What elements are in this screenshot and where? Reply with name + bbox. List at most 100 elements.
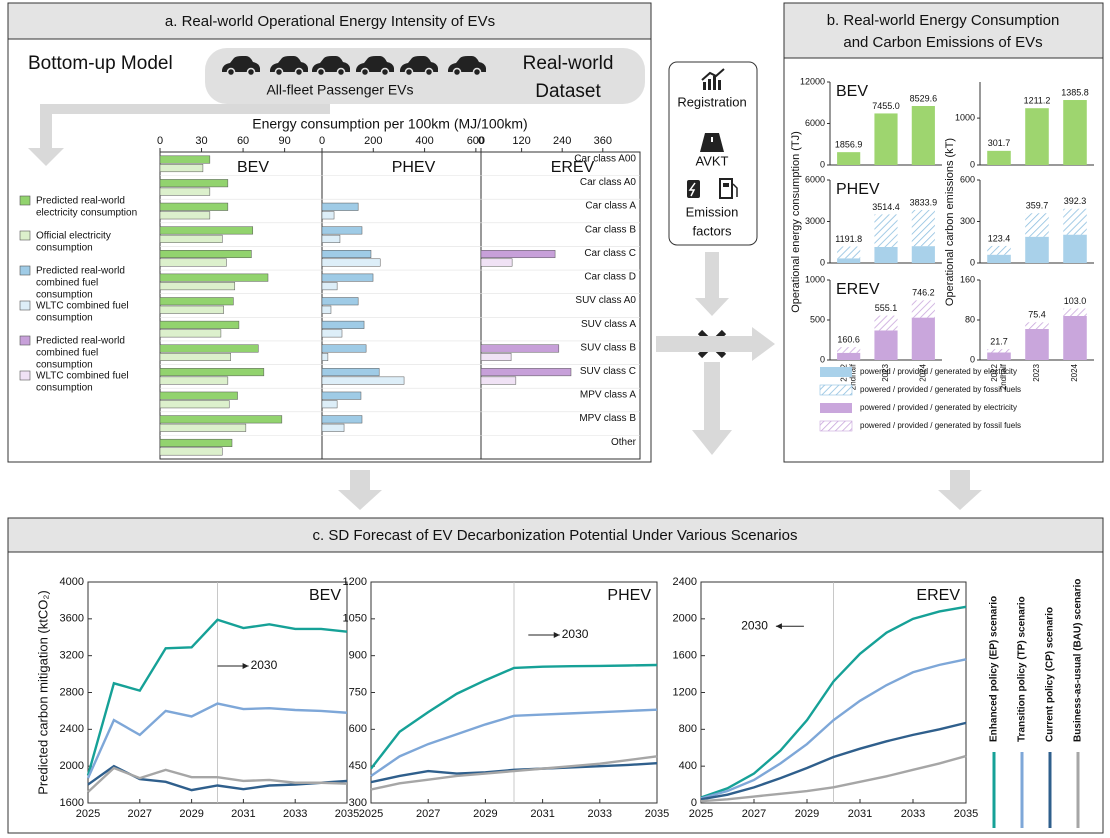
x-tick-label: 2035 (335, 808, 359, 820)
y-tick-label: 750 (349, 686, 367, 698)
legend-label: Current policy (CP) scenario (1045, 607, 1056, 742)
line-series (700, 754, 967, 803)
line-series (86, 702, 348, 779)
type-label: EREV (551, 159, 595, 176)
x-tick-label: 0 (478, 135, 484, 147)
x-tick-label: 2031 (231, 808, 255, 820)
y-tick-label: 3600 (60, 613, 84, 625)
bar-segment (911, 317, 935, 360)
legend-label: combined fuel (36, 278, 98, 289)
total-label: 359.7 (1026, 201, 1049, 211)
bar (159, 202, 229, 211)
bar (159, 320, 240, 329)
line-series (700, 658, 967, 800)
y-axis-label: Predicted carbon mitigation (ktCO₂) (35, 590, 50, 794)
y-tick-label: 0 (820, 257, 825, 267)
legend-label: WLTC combined fuel (36, 301, 129, 312)
line-series (700, 605, 967, 799)
y-tick-label: 1000 (805, 274, 825, 284)
x-tick-label: 60 (237, 135, 249, 147)
legend-swatch (820, 403, 852, 413)
category-label: MPV class B (579, 413, 636, 424)
y-tick-label: 400 (679, 760, 697, 772)
x-tick-label: 2035 (954, 808, 978, 820)
bar (321, 202, 359, 211)
flow-arrow (338, 470, 382, 510)
bar (159, 376, 229, 385)
x-tick-label: 200 (364, 135, 382, 147)
bar (159, 344, 259, 353)
bar (321, 250, 372, 259)
x-tick-line: 2022 (990, 363, 999, 381)
x-tick-label: 2029 (473, 808, 497, 820)
x-tick-label: 2029 (795, 808, 819, 820)
category-label: SUV class A0 (575, 295, 636, 306)
fleet-box (205, 48, 645, 104)
legend-label: Predicted real-world (36, 336, 125, 347)
y-tick-label: 300 (349, 797, 367, 809)
bar (480, 352, 512, 361)
annotation: 2030 (741, 618, 768, 632)
panel-b-title: and Carbon Emissions of EVs (843, 34, 1042, 51)
value-label: 1211.2 (1024, 96, 1051, 106)
bar-segment (987, 352, 1011, 360)
dataset-label: Dataset (535, 81, 601, 102)
x-tick-label: 2035 (645, 808, 669, 820)
bar (480, 344, 560, 353)
bar (874, 113, 898, 165)
y-tick-label: 800 (679, 723, 697, 735)
x-tick-label: 90 (278, 135, 290, 147)
bar-segment (911, 246, 935, 263)
bar (159, 155, 211, 164)
legend-label: powered / provided / generated by electr… (860, 367, 1017, 376)
category-label: Car class A0 (580, 177, 637, 188)
flow-arrow (938, 470, 982, 510)
inputs-box (668, 61, 758, 246)
x-tick-label: 2033 (901, 808, 925, 820)
emission-label: factors (692, 223, 732, 238)
x-tick-label: 400 (415, 135, 433, 147)
bar (159, 164, 204, 173)
y-tick-label: 900 (349, 650, 367, 662)
y-tick-label: 3000 (805, 216, 825, 226)
legend-label: electricity consumption (36, 208, 137, 219)
bar (480, 250, 556, 259)
y-tick-label: 0 (820, 159, 825, 169)
total-label: 21.7 (990, 337, 1008, 347)
bar (480, 376, 517, 385)
axis-title: Energy consumption per 100km (MJ/100km) (252, 116, 527, 132)
panel-c-title: c. SD Forecast of EV Decarbonization Pot… (313, 527, 798, 544)
total-label: 103.0 (1064, 296, 1087, 306)
total-label: 392.3 (1064, 196, 1087, 206)
legend-label: Business-as-usual (BAU) scenario (1073, 579, 1084, 742)
x-tick-label: 2031 (530, 808, 554, 820)
bar (159, 250, 252, 259)
y-tick-label: 600 (960, 174, 975, 184)
bar (1025, 108, 1049, 165)
panel-a-header (7, 2, 652, 40)
legend-label: combined fuel (36, 348, 98, 359)
charger-icons (687, 178, 738, 199)
line-series (370, 762, 658, 784)
bar-segment (874, 330, 898, 360)
bar (321, 211, 335, 220)
bar (321, 352, 329, 361)
legend-swatch (19, 335, 31, 346)
bar-segment (1025, 329, 1049, 360)
x-tick-label: 2025 (359, 808, 383, 820)
type-label: PHEV (392, 159, 436, 176)
y-tick-label: 2800 (60, 686, 84, 698)
bar (911, 106, 935, 165)
type-label: BEV (309, 587, 341, 604)
bar (159, 211, 211, 220)
x-tick-label: 2024 (1070, 363, 1079, 381)
legend-swatch (19, 195, 31, 206)
y-tick-label: 0 (691, 797, 697, 809)
value-label: 301.7 (988, 138, 1011, 148)
x-tick-label: 2025 (76, 808, 100, 820)
bar (321, 415, 363, 424)
value-label: 1385.8 (1061, 87, 1089, 97)
x-tick-line: 2ndhalf (999, 363, 1008, 390)
annotation: 2030 (562, 627, 589, 641)
y-axis-label: Operational energy consumption (TJ) (790, 131, 802, 313)
